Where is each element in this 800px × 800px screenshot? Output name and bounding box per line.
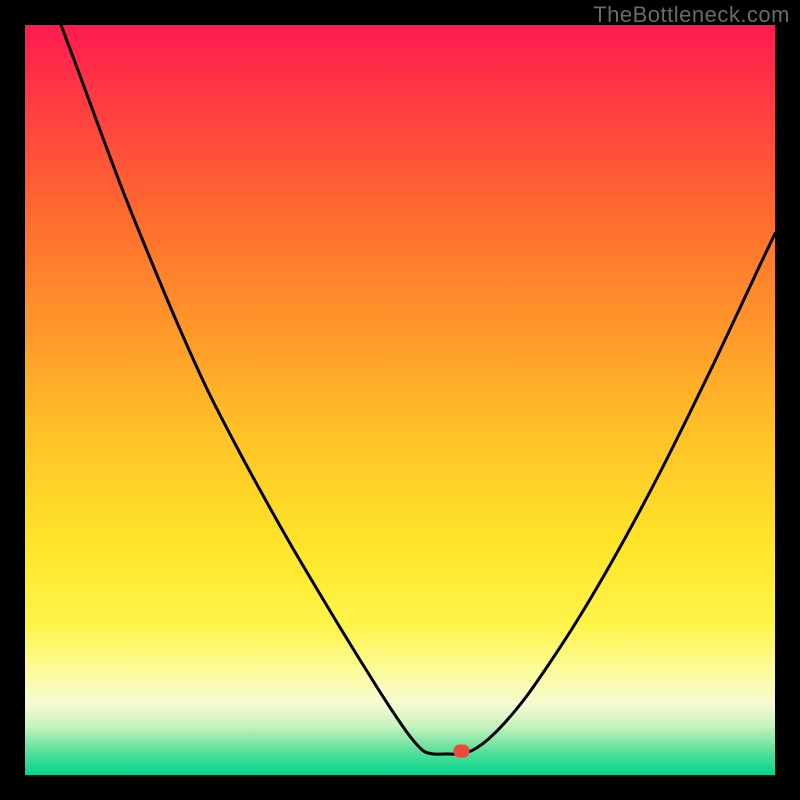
plot-background [25,25,775,775]
chart-stage: TheBottleneck.com [0,0,800,800]
bottleneck-chart [0,0,800,800]
optimal-marker [454,745,470,758]
watermark-text: TheBottleneck.com [593,2,790,28]
